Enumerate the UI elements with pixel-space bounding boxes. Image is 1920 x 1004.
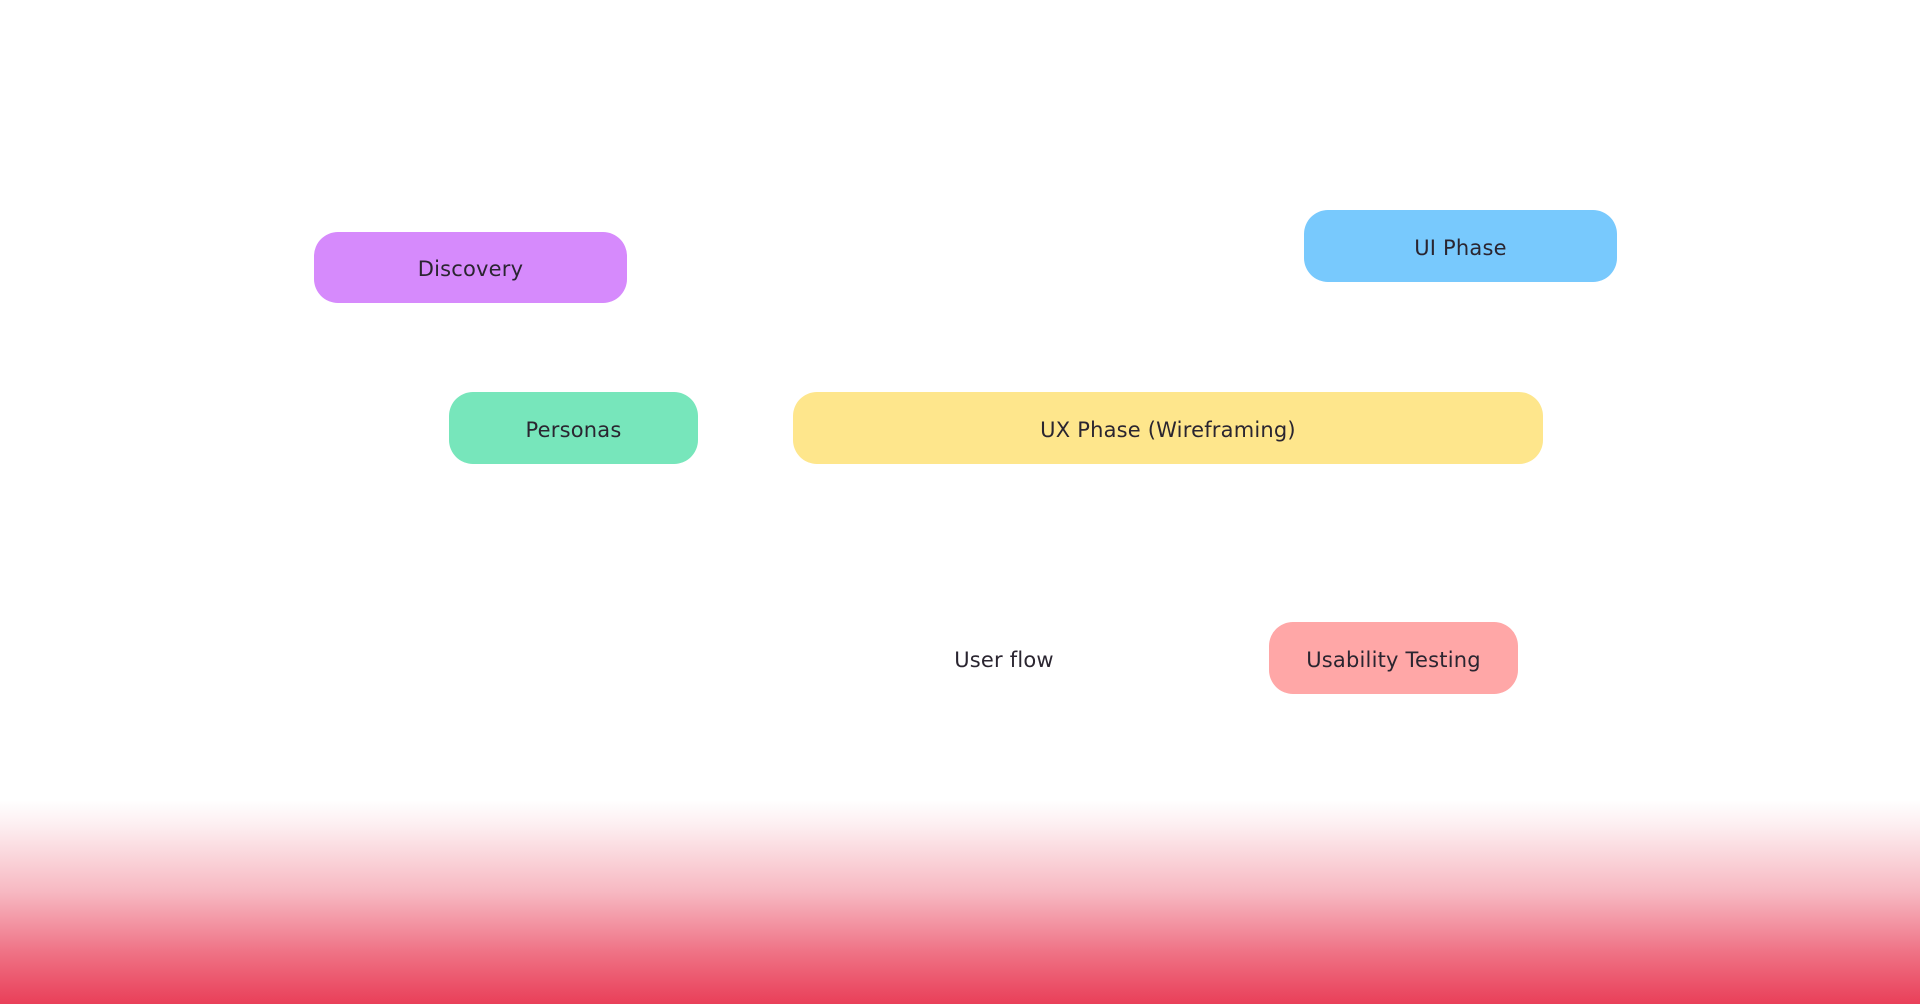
node-ux-phase[interactable]: UX Phase (Wireframing) <box>793 392 1543 464</box>
node-ux-phase-label: UX Phase (Wireframing) <box>1040 417 1296 442</box>
node-personas-label: Personas <box>525 417 622 442</box>
node-usability-testing-label: Usability Testing <box>1306 647 1481 672</box>
bottom-gradient-band <box>0 800 1920 1004</box>
node-discovery-label: Discovery <box>417 257 524 281</box>
node-discovery[interactable]: Discovery <box>314 232 627 303</box>
node-user-flow[interactable]: User flow <box>880 622 1128 694</box>
node-personas[interactable]: Personas <box>449 392 698 464</box>
node-ui-phase-label: UI Phase <box>1414 235 1507 260</box>
node-usability-testing[interactable]: Usability Testing <box>1269 622 1518 694</box>
node-user-flow-label: User flow <box>954 647 1054 672</box>
node-ui-phase[interactable]: UI Phase <box>1304 210 1617 282</box>
